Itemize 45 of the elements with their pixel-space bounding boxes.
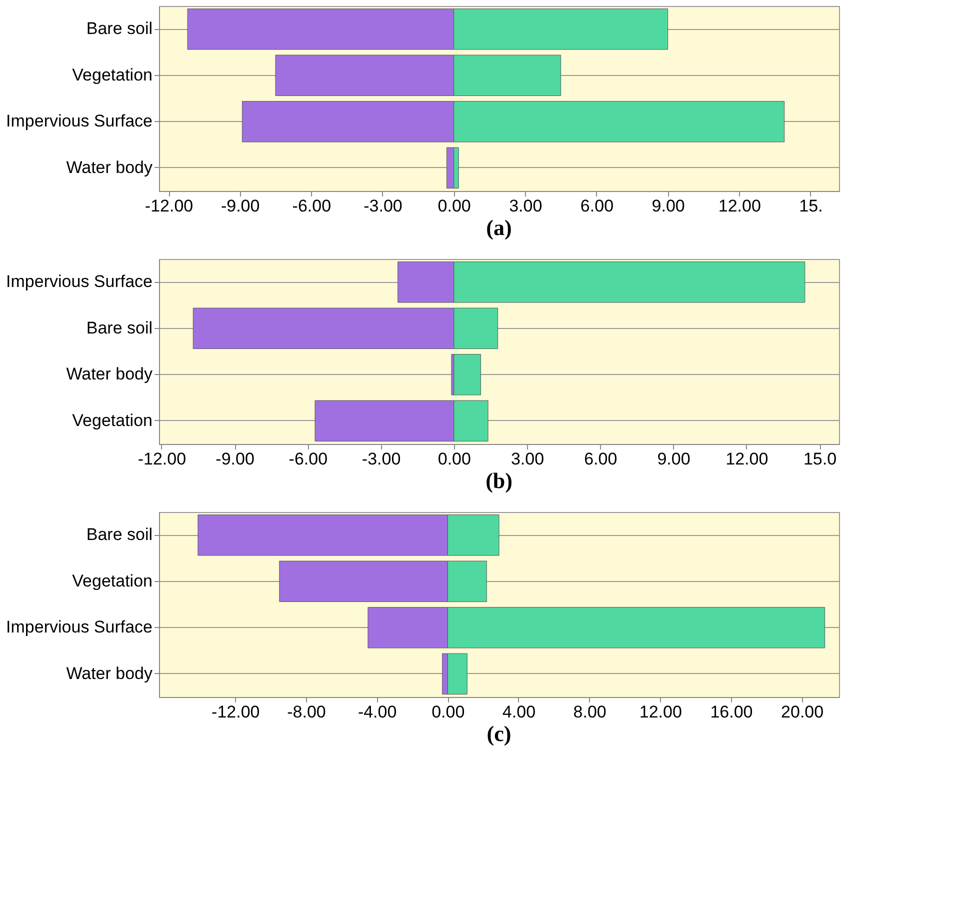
y-tick-label: Bare soil: [86, 19, 152, 38]
x-tick-label: -6.00: [292, 196, 332, 216]
y-tick-label: Water body: [66, 664, 153, 683]
x-tick-label: 12.00: [639, 702, 682, 722]
y-tick-label: Vegetation: [72, 410, 152, 430]
x-tick-label: -9.00: [220, 196, 260, 216]
y-tick-label: Vegetation: [72, 65, 152, 84]
y-tick-label: Bare soil: [86, 525, 152, 544]
y-tick-label: Impervious Surface: [6, 618, 152, 637]
text: (a): [486, 215, 512, 240]
x-tick-label: 4.00: [502, 702, 536, 722]
x-tick-label: 9.00: [657, 450, 690, 468]
text: (b): [486, 468, 512, 493]
x-tick-label: 3.00: [509, 196, 542, 216]
x-tick-label: -8.00: [287, 702, 326, 722]
x-tick-label: -3.00: [362, 450, 401, 468]
x-tick-label: 15.: [799, 196, 823, 216]
x-tick-label: -12.00: [138, 450, 186, 468]
x-tick-label: 6.00: [584, 450, 618, 468]
bar: [454, 354, 481, 396]
x-tick-label: 12.00: [726, 450, 768, 468]
x-tick-label: 3.00: [510, 450, 544, 468]
x-tick-label: 0.00: [432, 702, 465, 722]
x-tick-label: 16.00: [710, 702, 753, 722]
x-tick-label: -3.00: [364, 196, 402, 216]
x-tick-label: -4.00: [358, 702, 397, 722]
y-tick-label: Impervious Surface: [6, 272, 152, 292]
y-tick-label: Vegetation: [72, 571, 152, 590]
x-tick-label: -6.00: [288, 450, 328, 468]
x-tick-label: -12.00: [144, 196, 194, 216]
x-tick-label: 12.00: [718, 196, 761, 216]
x-tick-label: 0.00: [438, 450, 471, 468]
y-tick-label: Water body: [66, 364, 153, 384]
x-tick-label: 8.00: [573, 702, 606, 722]
x-tick-label: -12.00: [212, 702, 260, 722]
x-tick-label: 9.00: [652, 196, 685, 216]
x-tick-label: -9.00: [216, 450, 254, 468]
x-tick-label: 6.00: [580, 196, 614, 216]
x-tick-label: 15.0: [803, 450, 837, 468]
y-tick-label: Water body: [66, 158, 153, 177]
x-tick-label: 0.00: [438, 196, 471, 216]
y-tick-label: Impervious Surface: [6, 112, 152, 131]
x-tick-label: 20.00: [781, 702, 824, 722]
y-tick-label: Bare soil: [86, 318, 152, 338]
text: (c): [486, 721, 512, 746]
